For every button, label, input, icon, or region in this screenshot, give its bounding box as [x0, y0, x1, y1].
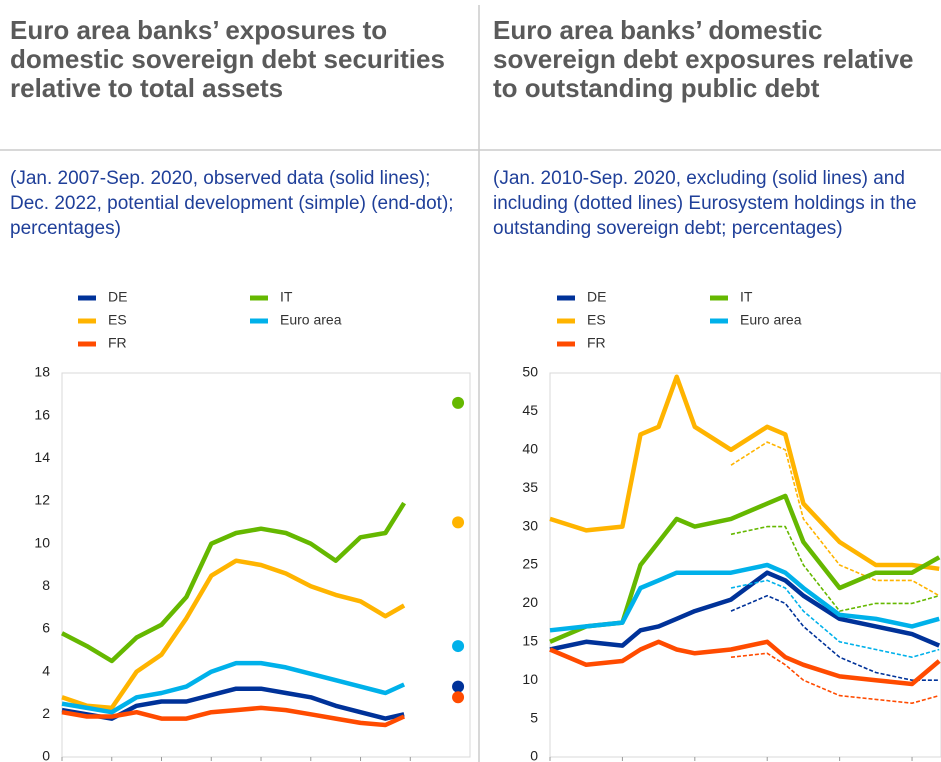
y-tick-label: 0 [530, 748, 538, 762]
legend-label: DE [108, 289, 127, 305]
series-line [61, 558, 406, 711]
y-tick-label: 30 [522, 517, 538, 533]
y-tick-label: 45 [522, 402, 538, 418]
legend-label: Euro area [740, 312, 802, 328]
y-tick-label: 12 [34, 492, 50, 508]
dotted-line [730, 525, 940, 612]
legend-label: FR [587, 335, 606, 351]
x-tick-label: 2013 [196, 761, 227, 762]
y-tick-label: 0 [42, 748, 50, 762]
x-tick-label: 2007 [46, 761, 77, 762]
legend-label: IT [740, 289, 753, 305]
y-tick-label: 25 [522, 556, 538, 572]
y-tick-label: 20 [522, 594, 538, 610]
y-tick-label: 35 [522, 479, 538, 495]
x-tick-label: 2020 [896, 761, 927, 762]
series-line [60, 501, 407, 664]
dotted-line [730, 652, 940, 704]
y-tick-label: 5 [530, 709, 538, 725]
y-tick-label: 10 [522, 671, 538, 687]
dotted-line [730, 594, 940, 681]
legend-label: ES [587, 312, 606, 328]
plot-frame [61, 372, 471, 758]
y-tick-label: 15 [522, 633, 538, 649]
y-tick-label: 18 [34, 364, 50, 380]
legend-label: FR [108, 335, 127, 351]
x-tick-label: 2017 [295, 761, 326, 762]
y-tick-label: 10 [34, 534, 50, 550]
y-tick-label: 4 [42, 662, 50, 678]
x-tick-label: 2018 [824, 761, 855, 762]
series-line [549, 570, 941, 652]
end-dot [452, 516, 465, 529]
end-dot [452, 396, 465, 409]
x-tick-label: 2021 [395, 761, 426, 762]
legend-label: Euro area [280, 312, 342, 328]
series-line [549, 374, 940, 572]
end-dot [452, 640, 465, 653]
y-tick-label: 16 [34, 406, 50, 422]
plot-frame [549, 372, 941, 758]
y-tick-label: 14 [34, 449, 50, 465]
chart-title: Euro area banks’ exposures to domestic s… [10, 15, 445, 103]
end-dot [452, 691, 465, 704]
end-dot [452, 680, 465, 693]
dotted-line [730, 579, 940, 658]
legend-label: IT [280, 289, 293, 305]
y-tick-label: 6 [42, 620, 50, 636]
x-tick-label: 2012 [607, 761, 638, 762]
chart-title: Euro area banks’ domestic sovereign debt… [493, 15, 914, 103]
x-tick-label: 2014 [679, 761, 710, 762]
y-tick-label: 2 [42, 705, 50, 721]
x-tick-label: 2009 [96, 761, 127, 762]
x-tick-label: 2015 [245, 761, 276, 762]
chart-subtitle: (Jan. 2007-Sep. 2020, observed data (sol… [10, 168, 454, 239]
series-line [549, 639, 941, 687]
x-tick-label: 2019 [345, 761, 376, 762]
series-line [549, 493, 941, 644]
x-tick-label: 2010 [534, 761, 565, 762]
y-tick-label: 50 [522, 364, 538, 380]
series-line [61, 660, 406, 715]
y-tick-label: 40 [522, 441, 538, 457]
series-line [61, 705, 406, 728]
legend-label: DE [587, 289, 606, 305]
x-tick-label: 2016 [752, 761, 783, 762]
chart-subtitle: (Jan. 2010-Sep. 2020, excluding (solid l… [493, 168, 917, 239]
x-tick-label: 2011 [146, 761, 176, 762]
y-tick-label: 8 [42, 577, 50, 593]
dotted-line [730, 441, 940, 597]
series-line [549, 562, 940, 633]
legend-label: ES [108, 312, 127, 328]
